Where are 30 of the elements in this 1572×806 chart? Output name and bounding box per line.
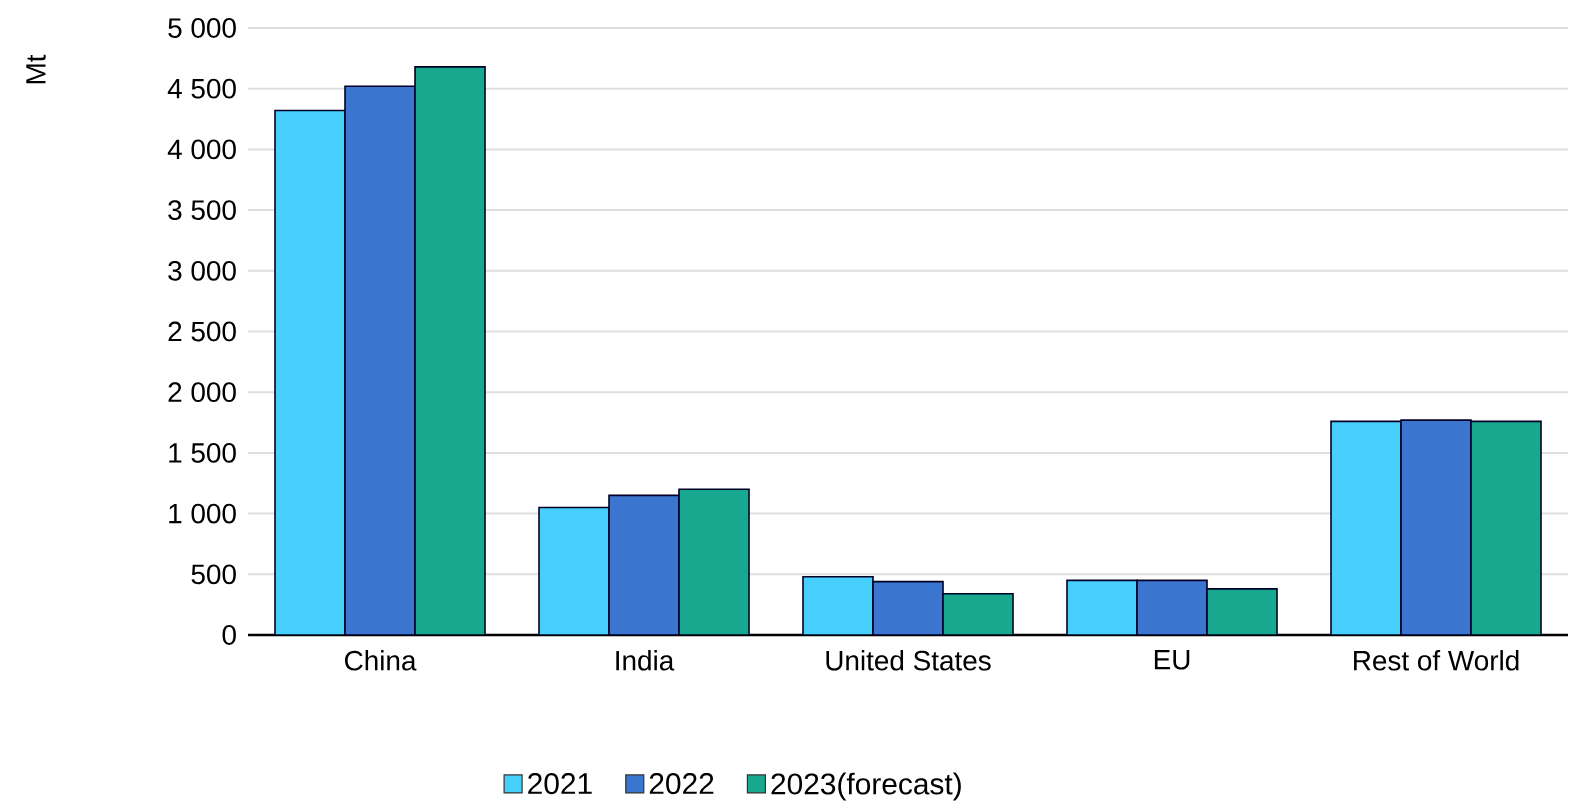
x-tick-label: United States [826,650,991,671]
legend-label: 2023(forecast) [771,772,961,801]
bar [608,494,680,635]
y-tick-label: 4 500 [167,78,236,99]
y-tick-label: 3 500 [168,200,236,220]
legend-label: 2022 [649,772,714,795]
bar [1136,579,1208,635]
bar [344,85,416,635]
x-tick-label: EU [1154,650,1190,670]
y-tick-label: 4 000 [167,139,236,160]
bar [538,506,610,635]
y-tick-label: 5 000 [168,18,236,38]
y-tick-label: 1 500 [169,443,236,463]
legend-label: 2021 [528,772,592,795]
y-axis-title: Mt [26,54,46,84]
bar [872,580,944,635]
x-tick-label: China [344,650,417,671]
y-tick-label: 2 500 [168,321,236,342]
y-tick-label: 500 [191,564,236,585]
y-tick-label: 3 000 [168,260,236,281]
y-tick-label: 2 000 [168,382,236,403]
x-tick-label: India [616,650,675,671]
x-tick-label: Rest of World [1354,650,1519,671]
bar [1330,420,1402,635]
bar [802,575,874,635]
y-tick-label: 1 000 [169,503,236,524]
y-tick-label: 0 [222,625,236,645]
bar [274,109,346,635]
bar [1400,419,1472,635]
bar [1066,579,1138,635]
